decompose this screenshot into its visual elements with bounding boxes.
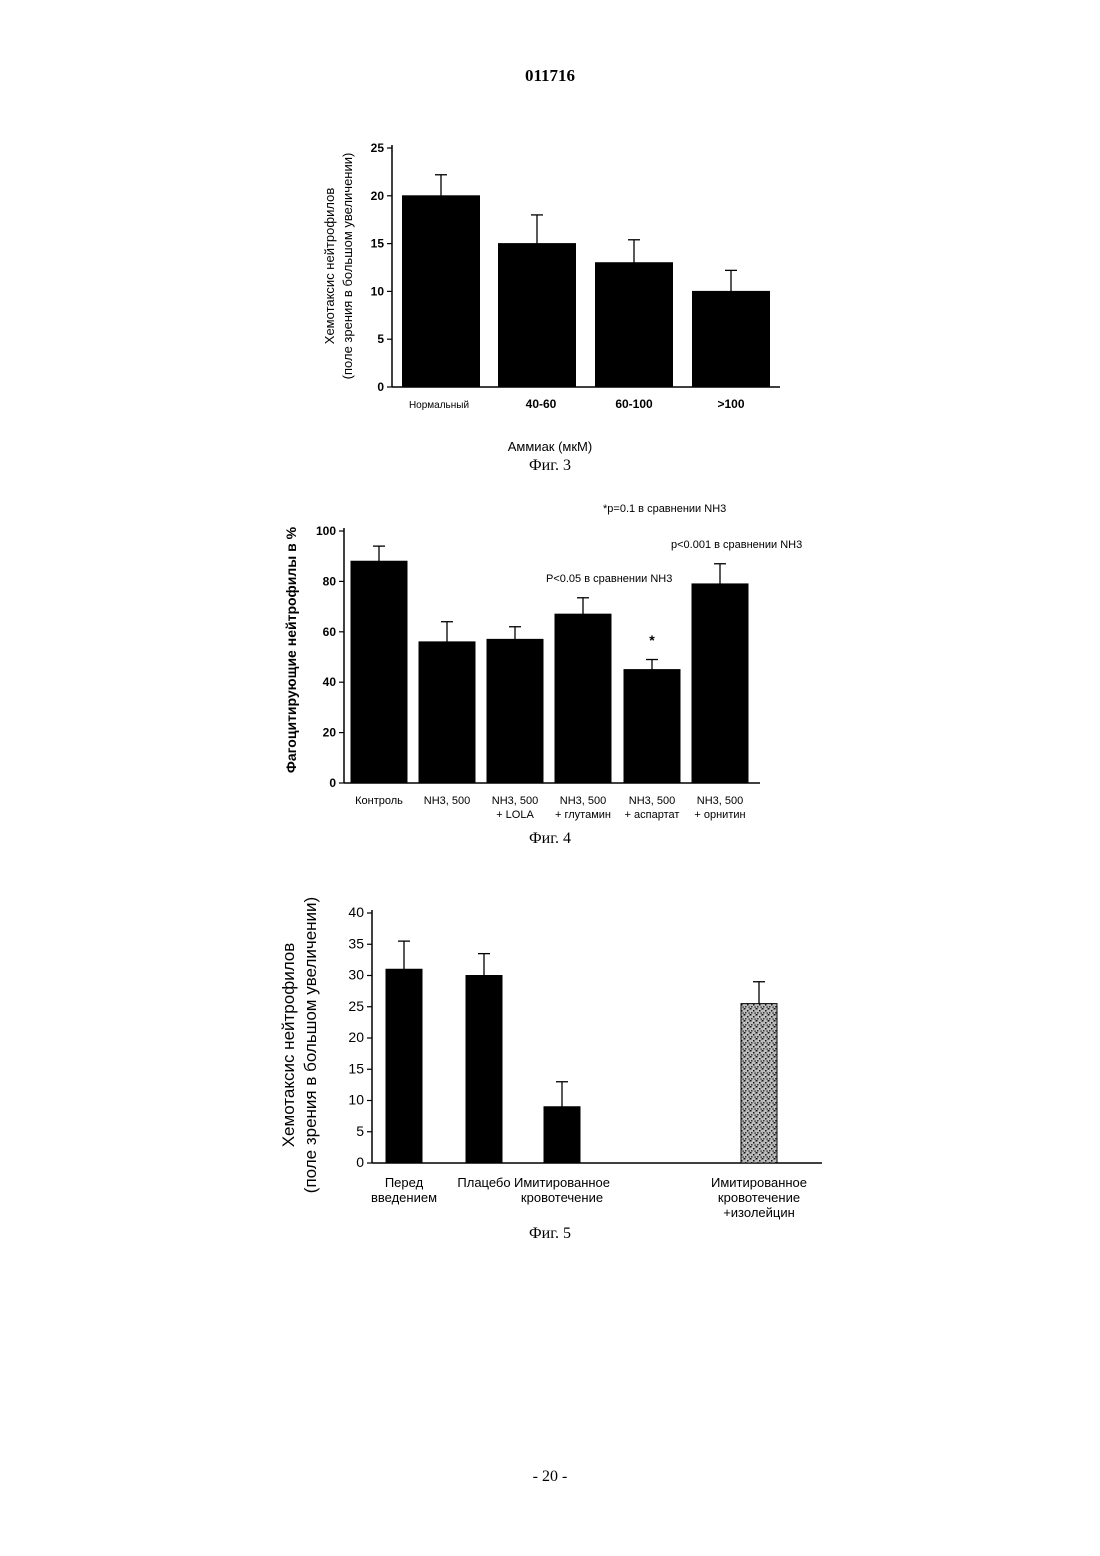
figure-5-y-tick-label: 35 — [348, 935, 364, 951]
page-number: - 20 - — [0, 1468, 1100, 1486]
figure-3-y-tick-label: 10 — [371, 284, 385, 298]
figure-4-category-label: NH3, 500+ аспартат — [625, 795, 680, 821]
figure-4-category-label: NH3, 500+ глутамин — [555, 795, 611, 821]
figure-5-category-label: Передвведением — [371, 1175, 437, 1205]
figure-3-y-tick-label: 0 — [377, 380, 384, 394]
figure-4-y-tick-label: 20 — [323, 726, 337, 740]
figure-3-y-label-line1: Хемотаксис нейтрофилов — [322, 188, 337, 345]
figure-3-category-label: 40-60 — [526, 397, 557, 411]
figure-5-y-tick-label: 5 — [356, 1123, 364, 1139]
figure-5-category-label: Имитированноекровотечение+изолейцин — [711, 1175, 807, 1220]
figure-3-category-label: >100 — [717, 397, 744, 411]
figure-5-y-tick-label: 30 — [348, 967, 364, 983]
figure-4-y-tick-label: 80 — [323, 574, 337, 588]
figure-5-y-tick-label: 25 — [348, 998, 364, 1014]
figure-3-caption: Фиг. 3 — [529, 457, 571, 474]
figure-4-y-tick-label: 60 — [323, 625, 337, 639]
figure-5-y-tick-label: 15 — [348, 1060, 364, 1076]
figure-5-category-label: Плацебо — [457, 1175, 510, 1190]
figure-3-y-tick-label: 15 — [371, 237, 385, 251]
figure-3-y-tick-label: 20 — [371, 189, 385, 203]
figure-3-chart: Хемотаксис нейтрофилов (поле зрения в бо… — [0, 0, 1100, 480]
figure-5-y-tick-label: 10 — [348, 1092, 364, 1108]
figure-4-bar — [555, 614, 611, 783]
figure-5-y-tick-label: 20 — [348, 1029, 364, 1045]
figure-5-bar — [466, 976, 502, 1164]
figure-4-significance-star: * — [649, 632, 655, 648]
figure-3-bar — [403, 196, 480, 387]
figure-4-y-axis-label: Фагоцитирующие нейтрофилы в % — [283, 526, 299, 773]
figure-4-bar — [487, 639, 543, 783]
figure-5-bar — [544, 1107, 580, 1163]
figure-4-caption: Фиг. 4 — [529, 830, 571, 847]
figure-4-category-label: Контроль — [355, 795, 403, 807]
figure-3-y-tick-label: 25 — [371, 141, 385, 155]
figure-4-bar — [351, 561, 407, 783]
figure-3-x-axis-label: Аммиак (мкМ) — [508, 439, 592, 454]
figure-4-category-label: NH3, 500 — [424, 795, 470, 807]
figure-4-y-tick-label: 0 — [329, 776, 336, 790]
figure-4-annotation-ornithine: p<0.001 в сравнении NH3 — [671, 539, 802, 551]
figure-5-y-axis-label: Хемотаксис нейтрофилов (поле зрения в бо… — [279, 897, 320, 1193]
figure-4-bar — [419, 642, 475, 783]
figure-5-caption: Фиг. 5 — [529, 1225, 571, 1242]
figure-3-bar — [499, 244, 576, 387]
figure-5-bar — [741, 1004, 777, 1163]
figure-3-bar — [693, 291, 770, 387]
figure-4-annotation-aspartate: *p=0.1 в сравнении NH3 — [603, 503, 726, 515]
figure-5-chart: Хемотаксис нейтрофилов (поле зрения в бо… — [0, 860, 1100, 1250]
figure-5-y-tick-label: 40 — [348, 904, 364, 920]
figure-3-y-label-line2: (поле зрения в большом увеличении) — [340, 153, 355, 380]
figure-4-annotation-glutamine: P<0.05 в сравнении NH3 — [546, 573, 672, 585]
figure-3-y-axis-label: Хемотаксис нейтрофилов (поле зрения в бо… — [322, 153, 355, 380]
figure-3-bar — [596, 263, 673, 387]
figure-4-y-tick-label: 40 — [323, 675, 337, 689]
figure-5-y-label-line1: Хемотаксис нейтрофилов — [279, 943, 298, 1148]
figure-3-y-tick-label: 5 — [377, 332, 384, 346]
figure-4-bar — [692, 584, 748, 783]
figure-5-category-label: Имитированноекровотечение — [514, 1175, 610, 1205]
figure-4-category-label: NH3, 500+ LOLA — [492, 795, 538, 821]
figure-3-category-label: Нормальный — [409, 400, 469, 411]
figure-4-bar — [624, 670, 680, 783]
figure-5-bar — [386, 969, 422, 1163]
figure-4-chart: Фагоцитирующие нейтрофилы в % 0 20 40 60 80 1… — [0, 490, 1100, 850]
figure-4-y-tick-label: 100 — [316, 524, 336, 538]
figure-5-y-tick-label: 0 — [356, 1154, 364, 1170]
figure-3-category-label: 60-100 — [615, 397, 653, 411]
figure-4-category-label: NH3, 500+ орнитин — [694, 795, 745, 821]
figure-5-y-label-line2: (поле зрения в большом увеличении) — [301, 897, 320, 1193]
